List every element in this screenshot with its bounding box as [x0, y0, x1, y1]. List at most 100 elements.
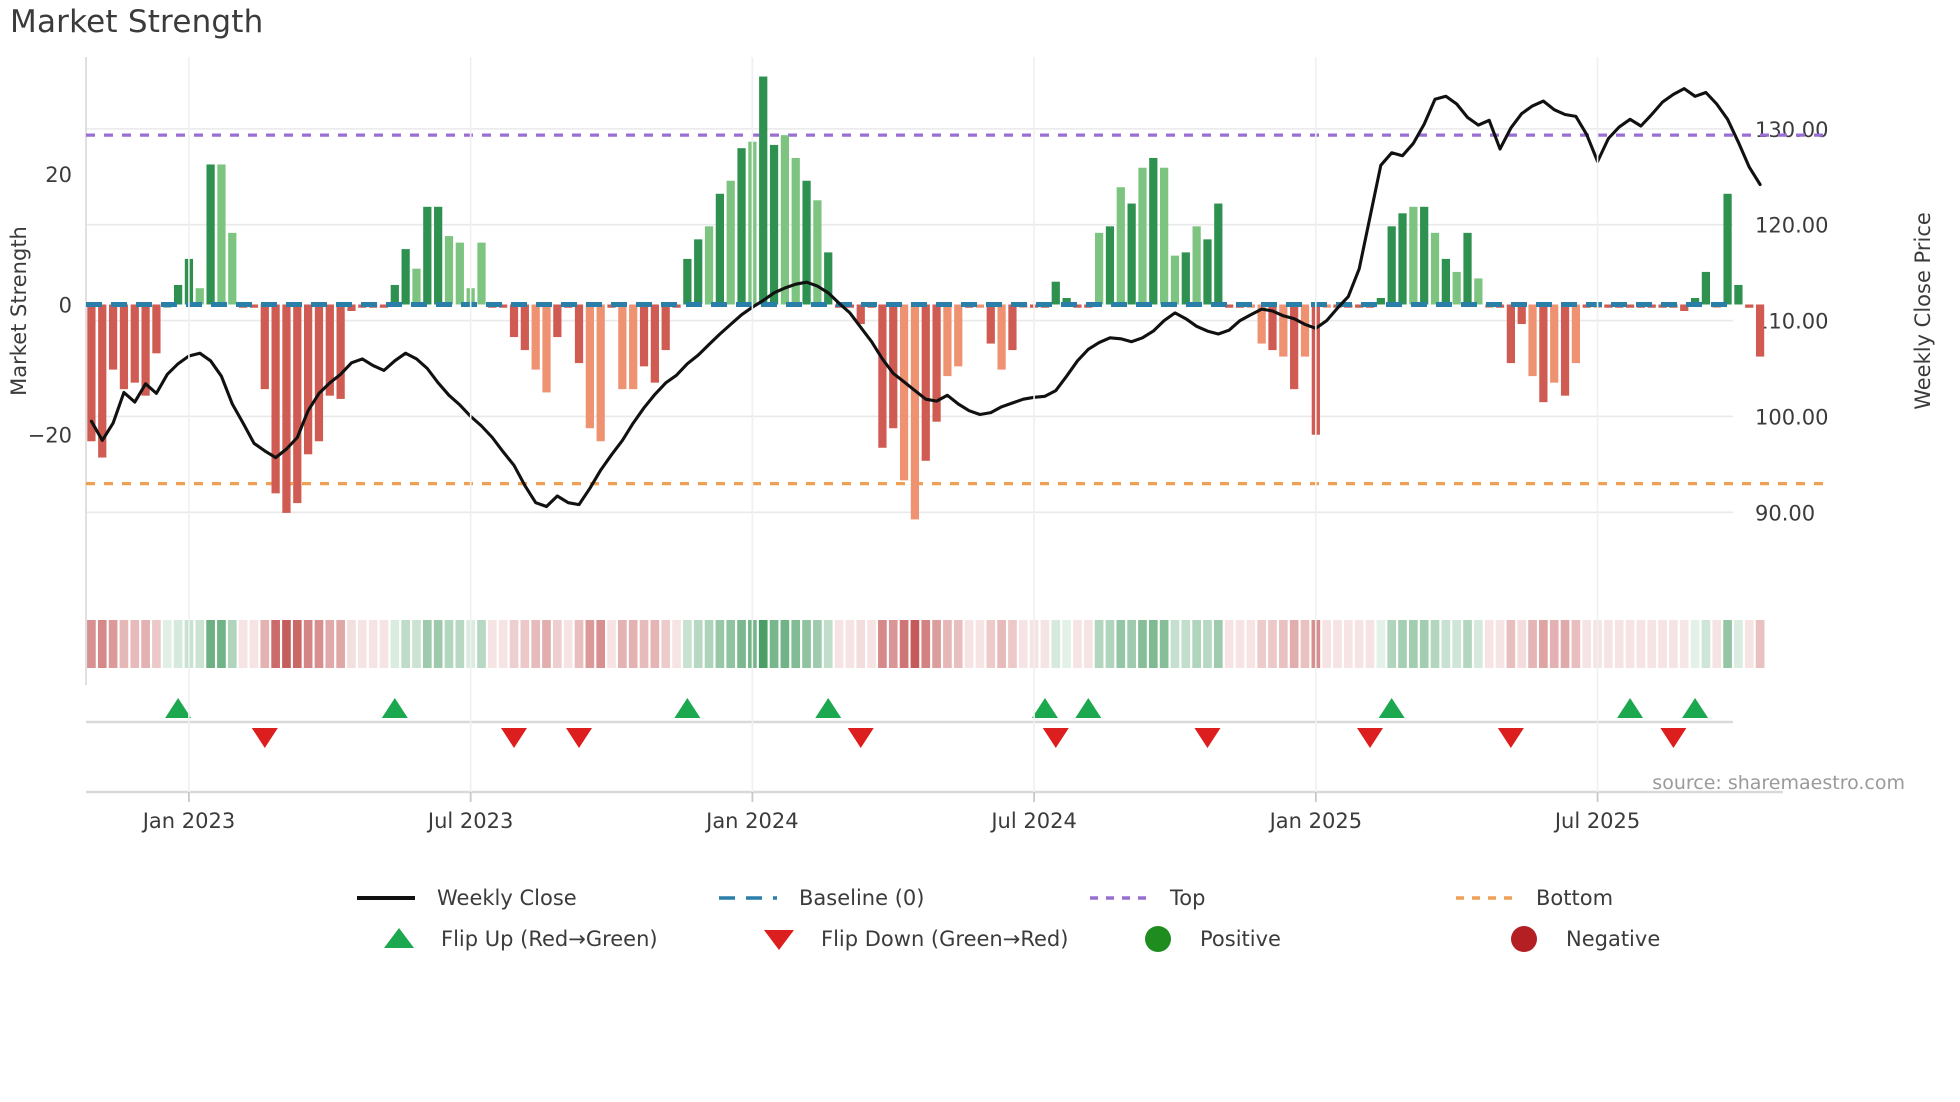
heat-strip-cell	[845, 620, 855, 668]
heat-strip-cell	[1604, 620, 1613, 668]
heat-strip-cell	[1614, 620, 1624, 668]
strength-bar	[379, 304, 389, 308]
legend-item[interactable]: Flip Down (Green→Red)	[764, 927, 1068, 951]
strength-bar	[499, 304, 508, 308]
heat-strip-cell	[455, 620, 465, 668]
heat-strip-cell	[1073, 620, 1082, 668]
flip-up-marker[interactable]	[1378, 698, 1405, 718]
strength-bar	[98, 304, 107, 458]
heat-strip-cell	[97, 620, 107, 668]
heat-strip-cell	[802, 620, 811, 668]
heat-strip-cell	[1148, 620, 1158, 668]
strength-bar	[1409, 206, 1418, 305]
heat-strip-cell	[1647, 620, 1657, 668]
flip-up-marker[interactable]	[1682, 698, 1709, 718]
legend-item[interactable]: Negative	[1511, 926, 1660, 952]
strength-bar	[769, 144, 779, 305]
flip-up-marker[interactable]	[1031, 698, 1058, 718]
strength-bar	[1723, 193, 1732, 305]
flip-up-marker[interactable]	[674, 698, 701, 718]
flip-up-marker[interactable]	[165, 698, 192, 718]
flip-down-marker[interactable]	[1042, 728, 1069, 748]
strength-bar	[1214, 203, 1223, 305]
strength-bar	[997, 304, 1006, 370]
heat-strip-cell	[1224, 620, 1234, 668]
strength-bar	[759, 76, 768, 305]
flip-down-marker[interactable]	[501, 728, 528, 748]
heat-strip-cell	[1679, 620, 1689, 668]
legend-item[interactable]: Weekly Close	[357, 886, 577, 910]
heat-strip-cell	[1398, 620, 1407, 668]
strength-heat-strip	[87, 620, 1765, 668]
strength-bar	[813, 200, 822, 305]
heat-strip-cell	[628, 620, 638, 668]
strength-bar	[1170, 255, 1180, 305]
legend-item[interactable]: Bottom	[1456, 886, 1613, 910]
heat-strip-cell	[1528, 620, 1537, 668]
heat-strip-cell	[1105, 620, 1115, 668]
heat-strip-cell	[1474, 620, 1483, 668]
flip-up-marker[interactable]	[815, 698, 842, 718]
legend-item[interactable]: Positive	[1145, 926, 1281, 952]
strength-bar	[1734, 284, 1743, 305]
right-axis-tick-label: 110.00	[1755, 310, 1828, 334]
heat-strip-cell	[1246, 620, 1256, 668]
strength-bar	[878, 304, 887, 448]
strength-bar	[856, 304, 865, 325]
strength-bar	[639, 304, 649, 367]
left-axis-tick-label: 20	[45, 163, 72, 187]
heat-strip-cell	[325, 620, 335, 668]
heat-strip-cell	[726, 620, 736, 668]
flip-down-marker[interactable]	[1497, 728, 1524, 748]
strength-bar	[943, 304, 952, 377]
heat-strip-cell	[1354, 620, 1364, 668]
flip-down-marker[interactable]	[566, 728, 593, 748]
strength-bar	[1604, 304, 1613, 308]
heat-strip-cell	[119, 620, 129, 668]
x-axis-tick-label: Jul 2024	[989, 809, 1076, 833]
heat-strip-cell	[1419, 620, 1429, 668]
strength-bar	[1517, 304, 1526, 325]
flip-up-marker[interactable]	[381, 698, 408, 718]
heat-strip-cell	[780, 620, 790, 668]
strength-bar	[1745, 304, 1754, 308]
strength-bar	[791, 157, 800, 305]
heat-strip-cell	[357, 620, 367, 668]
legend-item[interactable]: Top	[1090, 886, 1205, 910]
strength-bar	[1430, 232, 1440, 305]
strength-bar	[1452, 271, 1461, 305]
strength-bar	[434, 206, 443, 305]
heat-strip-cell	[813, 620, 822, 668]
heat-strip-cell	[1441, 620, 1451, 668]
flip-down-marker[interactable]	[1660, 728, 1687, 748]
flip-down-marker[interactable]	[1357, 728, 1384, 748]
flip-down-marker[interactable]	[847, 728, 874, 748]
strength-bar	[1138, 167, 1147, 305]
strength-bar	[336, 304, 345, 399]
flip-up-marker[interactable]	[1617, 698, 1644, 718]
heat-strip-cell	[1484, 620, 1494, 668]
heat-strip-cell	[1701, 620, 1711, 668]
page-title: Market Strength	[10, 4, 264, 40]
heat-strip-cell	[834, 620, 844, 668]
flip-up-marker[interactable]	[1075, 698, 1102, 718]
source-note: source: sharemaestro.com	[1652, 772, 1905, 794]
legend-item[interactable]: Baseline (0)	[719, 886, 924, 910]
strength-bar	[108, 304, 118, 370]
flip-down-marker[interactable]	[1194, 728, 1221, 748]
strength-bar	[1680, 304, 1689, 311]
strength-bar	[1181, 252, 1190, 305]
strength-bar	[1398, 213, 1407, 305]
legend-item[interactable]: Flip Up (Red→Green)	[384, 927, 658, 951]
heat-strip-cell	[1344, 620, 1353, 668]
strength-bar	[1355, 304, 1364, 308]
strength-bar	[1203, 239, 1212, 305]
weekly-close-line	[89, 87, 1762, 509]
heat-strip-cell	[1170, 620, 1180, 668]
heat-strip-cell	[1083, 620, 1093, 668]
heat-strip-cell	[1257, 620, 1266, 668]
flip-down-marker[interactable]	[251, 728, 278, 748]
heat-strip-cell	[412, 620, 421, 668]
